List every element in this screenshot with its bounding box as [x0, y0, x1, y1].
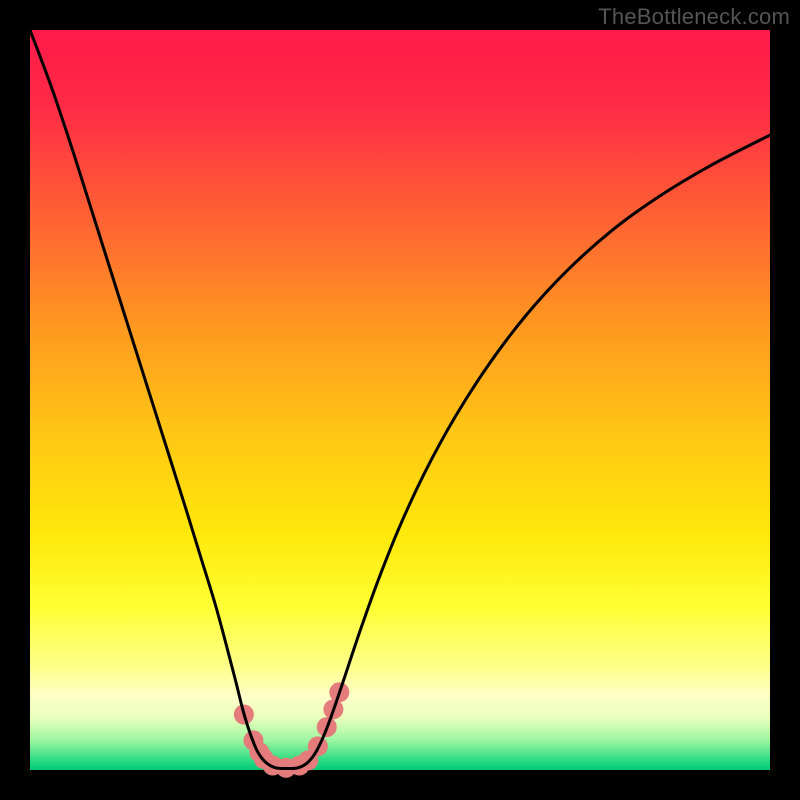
- chart-container: TheBottleneck.com: [0, 0, 800, 800]
- plot-background: [30, 30, 770, 770]
- bottleneck-chart: [0, 0, 800, 800]
- watermark-text: TheBottleneck.com: [598, 4, 790, 30]
